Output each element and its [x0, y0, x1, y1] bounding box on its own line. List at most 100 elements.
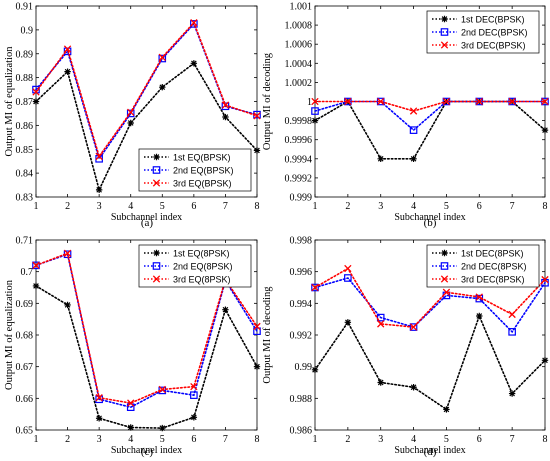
data-point — [253, 327, 261, 336]
y-tick-label: 0.71 — [16, 236, 34, 247]
x-axis-label: Subchannel index — [111, 212, 182, 223]
legend-entry: 1st DEC(BPSK) — [461, 15, 525, 25]
data-point — [32, 261, 40, 269]
x-tick-label: 8 — [255, 201, 260, 212]
data-point — [190, 414, 198, 421]
x-tick-label: 6 — [191, 434, 196, 445]
x-tick-label: 5 — [444, 434, 449, 445]
y-tick-label: 0.91 — [16, 2, 34, 13]
legend-entry: 1st EQ(8PSK) — [173, 249, 230, 259]
data-point — [409, 323, 418, 331]
y-tick-label: 1.001 — [290, 2, 313, 13]
data-point — [409, 126, 418, 134]
y-tick-label: 0.7 — [21, 267, 34, 278]
x-tick-label: 2 — [65, 201, 70, 212]
y-tick-label: 0.67 — [16, 362, 34, 373]
data-point — [158, 385, 166, 394]
data-point — [409, 323, 418, 331]
legend-entry: 2nd EQ(8PSK) — [173, 262, 233, 272]
series-line-3 — [35, 21, 258, 159]
x-tick-label: 2 — [345, 201, 350, 212]
series-line-3 — [35, 252, 258, 404]
y-tick-label: 0.85 — [16, 145, 34, 156]
y-tick-label: 0.99 — [295, 362, 313, 373]
x-tick-label: 8 — [255, 434, 260, 445]
legend: 1st EQ(BPSK) 2nd EQ(BPSK) 3rd EQ(BPSK) — [138, 148, 252, 192]
data-point — [344, 97, 352, 106]
x-tick-label: 5 — [160, 434, 165, 445]
data-point — [344, 319, 352, 326]
data-point — [127, 424, 134, 431]
data-point — [159, 83, 166, 91]
data-point — [190, 382, 198, 391]
legend-swatch-marker — [152, 166, 161, 174]
data-point — [95, 394, 103, 402]
data-point — [344, 274, 352, 282]
data-point — [64, 68, 71, 75]
legend-entry: 2nd DEC(8PSK) — [461, 262, 527, 272]
x-tick-label: 6 — [477, 434, 482, 445]
data-point — [508, 310, 516, 319]
series-line-1 — [35, 285, 258, 429]
y-tick-label: 1.0006 — [285, 40, 313, 51]
legend-swatch-marker — [441, 15, 448, 23]
x-tick-label: 2 — [65, 434, 70, 445]
legend-entry: 3rd DEC(BPSK) — [461, 41, 526, 51]
data-point — [377, 379, 384, 386]
y-tick-label: 0.83 — [16, 193, 34, 204]
data-point — [475, 97, 483, 106]
y-tick-label: 0.87 — [16, 97, 34, 108]
series-line-3 — [314, 100, 546, 112]
x-tick-label: 4 — [128, 201, 133, 212]
data-point — [127, 399, 135, 407]
data-point — [443, 406, 450, 413]
y-axis-label: Output MI of decoding — [262, 52, 273, 150]
legend-entry: 2nd EQ(BPSK) — [173, 166, 234, 176]
data-point — [311, 283, 319, 292]
y-tick-label: 0.9992 — [285, 173, 313, 184]
legend-swatch-marker — [440, 262, 449, 270]
data-point — [253, 147, 261, 154]
y-tick-label: 0.988 — [290, 394, 313, 405]
chart-panel-a: 1 2 3 4 5 6 7 8 0.83 0.84 0.85 0.86 0.87 0.88 0.89 0.9 0… — [4, 2, 261, 229]
data-point — [222, 306, 229, 313]
legend-swatch-marker — [152, 275, 161, 283]
y-tick-label: 0.9994 — [285, 154, 313, 165]
data-point — [508, 97, 516, 106]
y-tick-label: 0.89 — [16, 49, 34, 60]
y-tick-label: 0.9 — [21, 25, 34, 36]
y-axis-label: Output MI of decoding — [262, 286, 273, 384]
x-tick-label: 4 — [128, 434, 133, 445]
x-tick-label: 1 — [313, 434, 318, 445]
y-tick-label: 0.996 — [290, 267, 313, 278]
data-point — [126, 109, 135, 118]
x-tick-label: 4 — [411, 201, 416, 212]
x-tick-label: 5 — [160, 201, 165, 212]
panel-caption: (b) — [424, 217, 437, 229]
data-point — [190, 19, 198, 27]
series-line-1 — [314, 100, 546, 160]
y-tick-label: 1.0004 — [285, 59, 313, 70]
data-point — [95, 415, 103, 422]
x-tick-label: 3 — [97, 434, 102, 445]
data-point — [32, 98, 40, 105]
data-point — [377, 155, 384, 162]
x-tick-label: 2 — [345, 434, 350, 445]
y-tick-label: 0.9996 — [285, 135, 313, 146]
series-line-2 — [35, 22, 258, 161]
data-point — [541, 275, 549, 284]
legend-entry: 1st DEC(8PSK) — [461, 249, 524, 259]
x-tick-label: 3 — [378, 201, 383, 212]
data-point — [32, 282, 40, 290]
x-tick-label: 6 — [477, 201, 482, 212]
y-axis-label: Output MI of equalization — [4, 46, 15, 157]
data-point — [95, 186, 103, 194]
data-point — [190, 20, 198, 28]
series-line-1 — [35, 62, 258, 193]
legend-entry: 1st EQ(BPSK) — [173, 153, 231, 163]
x-tick-label: 5 — [444, 201, 449, 212]
panel-caption: (d) — [424, 446, 437, 458]
x-axis-label: Subchannel index — [111, 445, 182, 456]
data-point — [190, 391, 198, 399]
